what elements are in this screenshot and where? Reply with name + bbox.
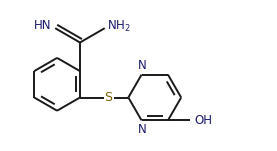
- Text: N: N: [138, 59, 147, 72]
- Text: S: S: [104, 91, 112, 104]
- Text: OH: OH: [194, 114, 212, 127]
- Text: NH$_2$: NH$_2$: [107, 18, 131, 34]
- Text: HN: HN: [34, 19, 52, 32]
- Text: N: N: [138, 123, 147, 136]
